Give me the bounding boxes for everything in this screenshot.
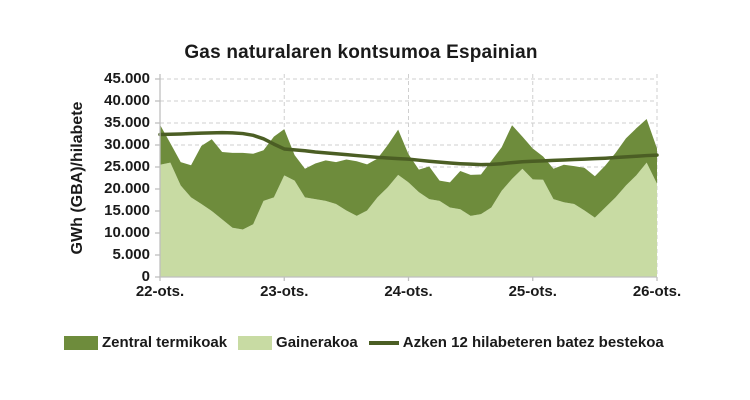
y-tick-label: 40.000 xyxy=(104,92,150,109)
legend-item-zentral-termikoak: Zentral termikoak xyxy=(64,334,227,351)
chart-title: Gas naturalaren kontsumoa Espainian xyxy=(184,42,538,63)
average-line xyxy=(158,130,659,167)
y-tick-label: 20.000 xyxy=(104,180,150,197)
x-tick-label: 26-ots. xyxy=(632,283,682,300)
legend: Zentral termikoak Gainerakoa Azken 12 hi… xyxy=(64,334,664,351)
area-gainerakoa xyxy=(160,162,657,277)
y-tick-label: 15.000 xyxy=(104,202,150,219)
y-axis-tick-labels: 0 5.000 10.000 15.000 20.000 25.000 30.000 35.0… xyxy=(58,0,150,330)
y-tick-label: 35.000 xyxy=(104,114,150,131)
x-tick-label: 22-ots. xyxy=(135,283,185,300)
x-tick-label: 23-ots. xyxy=(260,283,309,300)
x-tick-label: 24-ots. xyxy=(384,283,433,300)
legend-label-gainerakoa: Gainerakoa xyxy=(276,334,358,351)
y-tick-label: 0 xyxy=(141,268,150,285)
y-tick-label: 30.000 xyxy=(104,136,150,153)
legend-item-gainerakoa: Gainerakoa xyxy=(238,334,358,351)
legend-label-average-line: Azken 12 hilabeteren batez bestekoa xyxy=(402,334,664,351)
legend-swatch-gainerakoa xyxy=(238,335,273,350)
x-axis-tick-labels: 22-ots. 23-ots. 24-ots. 25-ots. 26-ots. xyxy=(0,283,750,303)
legend-swatch-average-line xyxy=(368,340,399,345)
y-tick-label: 25.000 xyxy=(104,158,150,175)
y-tick-label: 10.000 xyxy=(104,224,150,241)
y-tick-label: 5.000 xyxy=(112,246,150,263)
legend-label-zentral-termikoak: Zentral termikoak xyxy=(102,334,228,351)
area-zentral-termikoak xyxy=(160,119,657,230)
legend-swatch-zentral-termikoak xyxy=(64,335,98,350)
legend-item-average-line: Azken 12 hilabeteren batez bestekoa xyxy=(368,334,664,351)
x-tick-label: 25-ots. xyxy=(508,283,557,300)
y-tick-label: 45.000 xyxy=(104,70,150,87)
